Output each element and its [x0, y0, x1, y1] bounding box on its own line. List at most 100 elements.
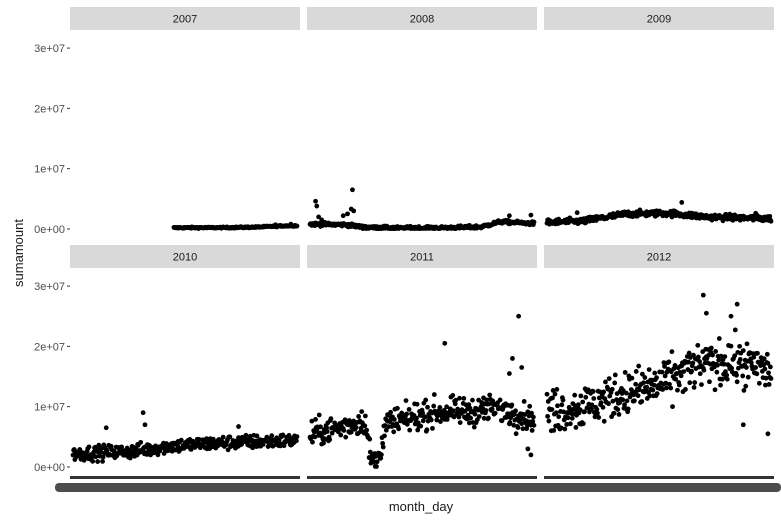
data-point [767, 213, 773, 219]
data-point [93, 454, 99, 460]
data-point [681, 369, 687, 374]
data-point [348, 429, 354, 435]
data-point [565, 415, 571, 421]
data-point [591, 396, 597, 401]
facet-strip-label: 2008 [410, 14, 434, 26]
data-point [635, 393, 641, 399]
data-point [382, 433, 387, 439]
x-axis-title: month_day [389, 499, 454, 514]
data-point [689, 368, 695, 374]
data-point [675, 387, 680, 393]
data-point [100, 458, 105, 464]
data-point [561, 409, 567, 415]
data-point [316, 412, 322, 418]
data-point [425, 404, 430, 410]
data-point [659, 369, 665, 375]
data-point [243, 432, 249, 438]
data-point [556, 414, 562, 420]
data-point [367, 436, 373, 442]
data-point [716, 357, 722, 363]
data-point [734, 372, 739, 378]
data-point [756, 380, 762, 386]
data-point [96, 442, 102, 448]
data-point [362, 423, 368, 429]
data-point [516, 313, 522, 319]
data-point [654, 375, 659, 381]
data-point [461, 395, 467, 401]
data-point [551, 428, 557, 433]
data-point [155, 452, 161, 458]
data-point [327, 437, 333, 443]
facet-strip [307, 7, 537, 30]
data-point [661, 360, 667, 365]
data-point [574, 210, 580, 216]
data-point [642, 375, 648, 380]
data-point [422, 414, 428, 420]
data-point [710, 352, 715, 358]
y-tick-label: 1e+07 [34, 402, 65, 414]
data-point [554, 387, 560, 392]
data-point [497, 397, 503, 403]
data-point [728, 343, 734, 349]
data-point [589, 402, 595, 408]
data-point [530, 414, 536, 420]
data-point [598, 400, 604, 406]
y-tick-label: 2e+07 [34, 341, 65, 353]
data-points [307, 187, 537, 232]
facet-panel-2010: 2010 0e+00 1e+07 2e+07 3e+07 [34, 245, 300, 479]
facet-strip [70, 245, 300, 268]
data-point [476, 414, 482, 419]
facet-panel-2009: 2009 [544, 7, 774, 238]
data-point [666, 359, 672, 365]
data-point [77, 447, 83, 452]
data-point [766, 370, 771, 376]
data-point [515, 425, 521, 430]
data-point [293, 438, 299, 444]
data-point [247, 433, 253, 439]
data-point [650, 387, 656, 393]
data-point [647, 393, 653, 399]
data-point [683, 387, 688, 392]
data-point [699, 382, 704, 387]
data-point [767, 364, 773, 370]
data-point [765, 360, 771, 366]
data-point [444, 417, 450, 422]
data-point [394, 405, 400, 411]
data-point [492, 410, 498, 416]
data-point [343, 434, 349, 440]
data-point [692, 380, 698, 385]
data-points [544, 292, 774, 437]
panel-background [307, 30, 537, 238]
data-point [741, 388, 747, 393]
data-point [719, 376, 725, 382]
facet-strip [544, 7, 774, 30]
facet-panel-2012: 2012 [544, 245, 774, 479]
data-point [577, 407, 583, 413]
data-point [499, 418, 505, 424]
data-point [755, 350, 760, 356]
data-points [544, 200, 774, 227]
data-point [571, 406, 576, 412]
data-point [545, 413, 551, 419]
data-point [453, 397, 459, 403]
data-point [380, 440, 386, 446]
data-point [380, 444, 386, 450]
data-point [734, 379, 740, 385]
data-points [171, 221, 300, 231]
data-point [431, 392, 437, 397]
data-point [728, 313, 734, 319]
data-point [764, 351, 770, 357]
data-point [550, 395, 555, 401]
data-point [663, 385, 669, 391]
data-point [108, 443, 114, 449]
data-point [414, 401, 420, 407]
data-point [318, 424, 323, 430]
data-point [623, 390, 629, 396]
data-point [452, 401, 458, 407]
data-point [313, 198, 318, 204]
data-point [737, 357, 743, 362]
data-point [468, 415, 474, 421]
data-point [324, 429, 330, 434]
data-point [161, 451, 167, 456]
